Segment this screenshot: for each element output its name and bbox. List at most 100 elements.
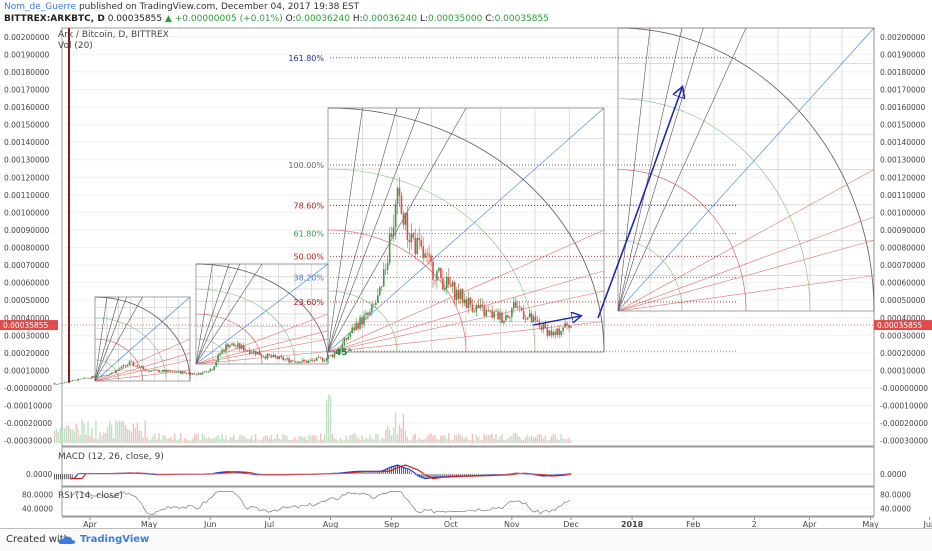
macd-signal-line bbox=[70, 465, 571, 479]
volume-bar bbox=[281, 439, 282, 443]
candle-body bbox=[310, 360, 312, 361]
price-tick-label-left: -0.00020000 bbox=[4, 419, 52, 428]
candle-body bbox=[133, 362, 135, 366]
candle-body bbox=[411, 234, 413, 243]
volume-bar bbox=[332, 434, 333, 443]
volume-bar bbox=[346, 436, 347, 443]
volume-bar bbox=[129, 430, 130, 443]
rsi-tick-label-left: 80.0000 bbox=[22, 491, 53, 500]
candle-body bbox=[436, 271, 438, 280]
candle-body bbox=[547, 328, 549, 336]
macd-tick-label-right: 0.0000 bbox=[880, 470, 906, 479]
fib-label: 161.80% bbox=[288, 54, 324, 63]
volume-bar bbox=[397, 434, 398, 443]
volume-bar bbox=[533, 437, 534, 443]
price-tick-label-left: 0.00090000 bbox=[4, 226, 50, 235]
candle-body bbox=[377, 295, 379, 303]
candle-body bbox=[326, 358, 328, 360]
volume-bar bbox=[320, 434, 321, 443]
price-tick-label-right: 0.00170000 bbox=[880, 85, 926, 94]
candle-body bbox=[527, 318, 529, 320]
candle-body bbox=[245, 350, 247, 351]
volume-bar bbox=[196, 433, 197, 443]
macd-histogram-bar bbox=[440, 474, 441, 477]
candle-body bbox=[418, 238, 420, 240]
candle-body bbox=[316, 358, 318, 361]
volume-bar bbox=[387, 425, 388, 443]
volume-bar bbox=[558, 440, 559, 443]
candle-body bbox=[111, 373, 113, 375]
volume-bar bbox=[322, 440, 323, 443]
volume-bar bbox=[420, 439, 421, 443]
volume-bar bbox=[363, 440, 364, 443]
rsi-tick-label-right: 80.0000 bbox=[880, 491, 911, 500]
candle-body bbox=[424, 253, 426, 258]
candle-body bbox=[343, 338, 345, 344]
candle-body bbox=[468, 298, 470, 308]
volume-bar bbox=[103, 432, 104, 443]
candle-body bbox=[338, 352, 340, 354]
candle-body bbox=[117, 370, 119, 371]
volume-bar bbox=[377, 434, 378, 443]
candle-body bbox=[501, 313, 503, 323]
volume-bar bbox=[568, 438, 569, 443]
volume-bar bbox=[227, 440, 228, 443]
candle-body bbox=[570, 326, 572, 328]
candle-body bbox=[233, 343, 235, 346]
candle-body bbox=[123, 365, 125, 366]
tradingview-brand[interactable]: TradingView bbox=[80, 534, 149, 545]
candle-body bbox=[541, 327, 543, 330]
volume-bar bbox=[503, 440, 504, 443]
volume-bar bbox=[154, 433, 155, 443]
candle-body bbox=[58, 384, 60, 385]
candle-body bbox=[66, 382, 68, 383]
candle-body bbox=[322, 358, 324, 361]
volume-bar bbox=[497, 440, 498, 443]
candle-body bbox=[215, 362, 217, 367]
volume-bar bbox=[316, 436, 317, 443]
candle-body bbox=[422, 246, 424, 258]
rsi-line bbox=[70, 492, 570, 515]
candle-body bbox=[83, 378, 85, 379]
gann-angle-label: 45° bbox=[335, 348, 352, 358]
volume-bar bbox=[411, 441, 412, 443]
volume-bar bbox=[434, 435, 435, 443]
candle-body bbox=[478, 305, 480, 308]
candle-body bbox=[101, 375, 103, 376]
candle-body bbox=[251, 353, 253, 354]
candle-body bbox=[170, 371, 172, 372]
candle-body bbox=[85, 378, 87, 379]
candle-body bbox=[269, 354, 271, 356]
volume-bar bbox=[452, 440, 453, 443]
candle-body bbox=[550, 330, 552, 335]
candle-body bbox=[265, 356, 267, 358]
volume-bar bbox=[557, 439, 558, 443]
candle-body bbox=[267, 354, 269, 359]
volume-bar bbox=[261, 440, 262, 443]
candle-body bbox=[213, 366, 215, 370]
price-tick-label-left: 0.00020000 bbox=[4, 349, 50, 358]
volume-bar bbox=[131, 433, 132, 443]
candle-body bbox=[225, 344, 227, 351]
candle-body bbox=[472, 304, 474, 311]
candle-body bbox=[64, 382, 66, 383]
volume-bar bbox=[326, 400, 327, 443]
volume-bar bbox=[174, 434, 175, 443]
macd-histogram-bar bbox=[405, 468, 406, 474]
volume-bar bbox=[148, 441, 149, 443]
candle-body bbox=[60, 383, 62, 384]
volume-bar bbox=[111, 425, 112, 443]
candle-body bbox=[140, 366, 142, 367]
volume-bar bbox=[245, 437, 246, 443]
volume-bar bbox=[440, 435, 441, 443]
volume-bar bbox=[564, 439, 565, 443]
volume-bar bbox=[215, 437, 216, 443]
volume-bar bbox=[290, 440, 291, 443]
candle-body bbox=[416, 238, 418, 254]
candle-body bbox=[221, 350, 223, 353]
gann-box-3 bbox=[328, 108, 604, 352]
price-tick-label-right: 0.00120000 bbox=[880, 173, 926, 182]
candle-body bbox=[403, 213, 405, 224]
candle-body bbox=[405, 213, 407, 225]
